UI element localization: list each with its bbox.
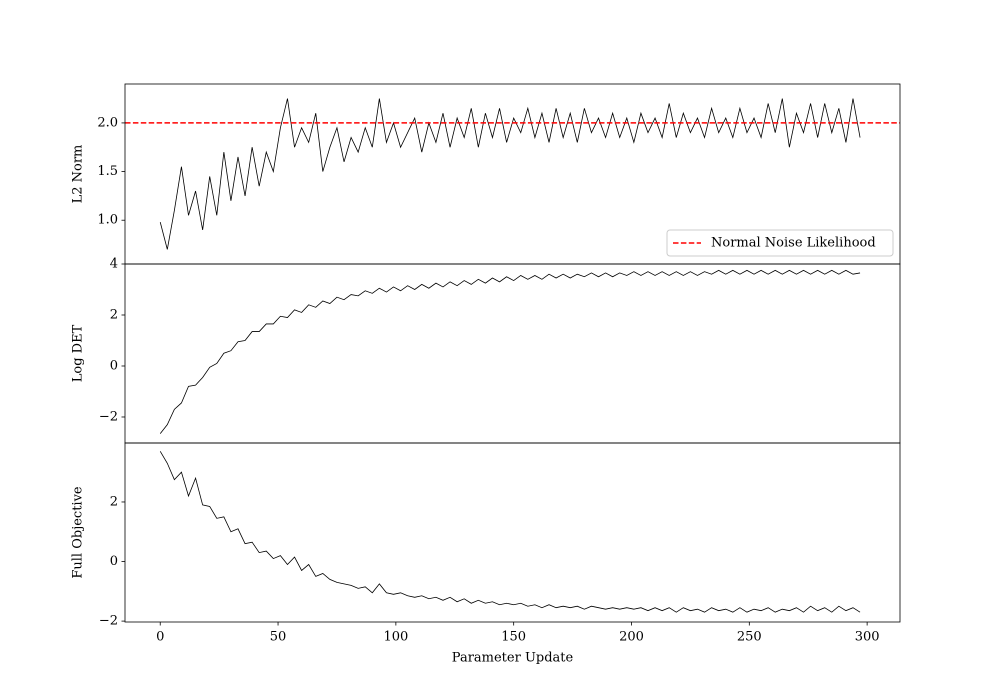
y-axis-label: Full Objective	[71, 486, 86, 579]
y-tick-label: −2	[99, 409, 118, 424]
y-tick-label: 2	[110, 307, 118, 322]
y-tick-label: 0	[110, 358, 118, 373]
y-tick-label: 1.5	[97, 164, 118, 179]
x-axis-label: Parameter Update	[452, 651, 574, 666]
y-tick-label: 0	[110, 554, 118, 569]
axes-frame	[124, 263, 901, 444]
x-tick-label: 200	[619, 630, 644, 645]
data-line	[159, 269, 861, 434]
y-axis-label: L2 Norm	[71, 145, 86, 204]
y-tick-label: −2	[99, 614, 118, 629]
legend-box	[666, 229, 894, 257]
y-tick-label: 1.0	[97, 213, 118, 228]
x-tick-label: 250	[737, 630, 762, 645]
x-tick-label: 0	[156, 630, 164, 645]
y-tick-label: 4	[110, 257, 118, 272]
data-line	[159, 451, 861, 613]
y-axis-label: Log DET	[71, 324, 86, 382]
legend-label: Normal Noise Likelihood	[711, 236, 876, 251]
x-tick-label: 100	[383, 630, 408, 645]
data-line	[159, 98, 861, 250]
y-tick-label: 2	[110, 494, 118, 509]
axes-frame	[124, 442, 901, 623]
y-tick-label: 2.0	[97, 115, 118, 130]
x-tick-label: 150	[501, 630, 526, 645]
x-tick-label: 300	[855, 630, 880, 645]
x-tick-label: 50	[270, 630, 287, 645]
